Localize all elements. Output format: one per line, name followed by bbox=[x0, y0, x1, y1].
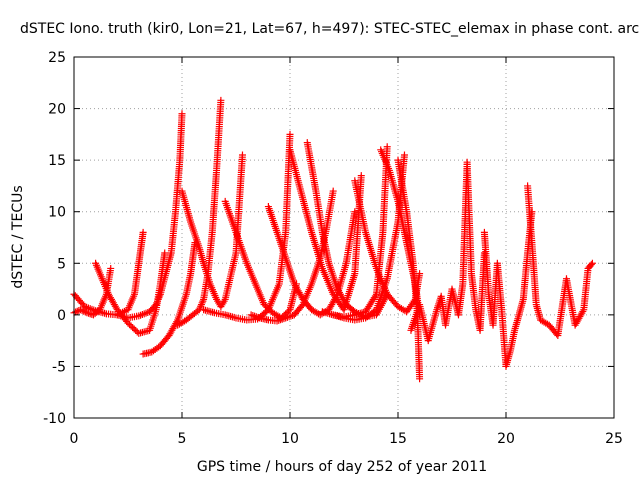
data-point bbox=[129, 324, 137, 332]
data-point bbox=[579, 307, 587, 315]
data-point bbox=[401, 307, 409, 315]
data-point bbox=[199, 297, 207, 305]
data-point bbox=[400, 151, 408, 159]
data-point bbox=[357, 172, 365, 180]
data-point bbox=[80, 307, 88, 315]
data-point bbox=[285, 313, 293, 321]
data-point bbox=[154, 295, 162, 303]
x-tick-label: 25 bbox=[605, 431, 623, 447]
data-point bbox=[154, 297, 162, 305]
y-tick-label: 25 bbox=[48, 50, 66, 66]
x-axis-label: GPS time / hours of day 252 of year 2011 bbox=[197, 459, 487, 475]
data-point bbox=[251, 312, 259, 320]
data-point bbox=[178, 110, 186, 118]
data-point bbox=[132, 326, 140, 334]
data-point bbox=[238, 151, 246, 159]
data-point bbox=[283, 313, 291, 321]
data-point bbox=[286, 130, 294, 138]
data-point bbox=[76, 306, 84, 314]
data-point bbox=[282, 314, 290, 322]
data-point bbox=[126, 321, 134, 329]
data-point bbox=[252, 313, 260, 321]
data-point bbox=[383, 143, 391, 151]
data-point bbox=[152, 301, 160, 309]
x-tick-label: 20 bbox=[497, 431, 515, 447]
data-point bbox=[81, 308, 89, 316]
y-tick-label: -10 bbox=[43, 411, 66, 427]
y-tick-label: 15 bbox=[48, 153, 66, 169]
data-point bbox=[329, 187, 337, 195]
data-point bbox=[139, 228, 147, 236]
data-point bbox=[588, 259, 596, 267]
y-tick-label: -5 bbox=[52, 359, 66, 375]
data-point bbox=[127, 322, 135, 330]
data-point bbox=[161, 249, 169, 257]
y-tick-label: 5 bbox=[57, 256, 66, 272]
chart-title: dSTEC Iono. truth (kir0, Lon=21, Lat=67,… bbox=[20, 21, 639, 37]
data-point bbox=[278, 315, 286, 323]
data-point bbox=[587, 261, 595, 269]
plot-border bbox=[73, 56, 615, 419]
data-point bbox=[153, 299, 161, 307]
data-points bbox=[70, 96, 596, 383]
data-point bbox=[217, 96, 225, 104]
axis-ticks: 0 5 10 15 20 25 -10 -5 0 5 10 15 20 25 bbox=[43, 50, 623, 447]
data-point bbox=[78, 306, 86, 314]
y-tick-label: 0 bbox=[57, 308, 66, 324]
y-tick-label: 10 bbox=[48, 205, 66, 221]
data-point bbox=[247, 311, 255, 319]
data-point bbox=[254, 313, 262, 321]
data-point bbox=[130, 325, 138, 333]
data-point bbox=[416, 375, 424, 383]
x-tick-label: 5 bbox=[178, 431, 187, 447]
data-point bbox=[280, 315, 288, 323]
grid bbox=[74, 57, 614, 418]
data-point bbox=[107, 264, 115, 272]
x-tick-label: 10 bbox=[281, 431, 299, 447]
data-point bbox=[276, 316, 284, 324]
data-point bbox=[156, 292, 164, 300]
data-point bbox=[273, 317, 281, 325]
data-point bbox=[73, 307, 81, 315]
data-point bbox=[351, 208, 359, 216]
y-tick-label: 20 bbox=[48, 102, 66, 118]
y-axis-label: dSTEC / TECUs bbox=[10, 185, 26, 288]
data-point bbox=[196, 304, 204, 312]
data-point bbox=[197, 301, 205, 309]
data-point bbox=[275, 316, 283, 324]
data-point bbox=[72, 308, 80, 316]
x-tick-label: 0 bbox=[70, 431, 79, 447]
data-point bbox=[249, 311, 257, 319]
x-tick-label: 15 bbox=[389, 431, 407, 447]
data-point bbox=[287, 312, 295, 320]
data-point bbox=[198, 299, 206, 307]
data-point bbox=[155, 294, 163, 302]
